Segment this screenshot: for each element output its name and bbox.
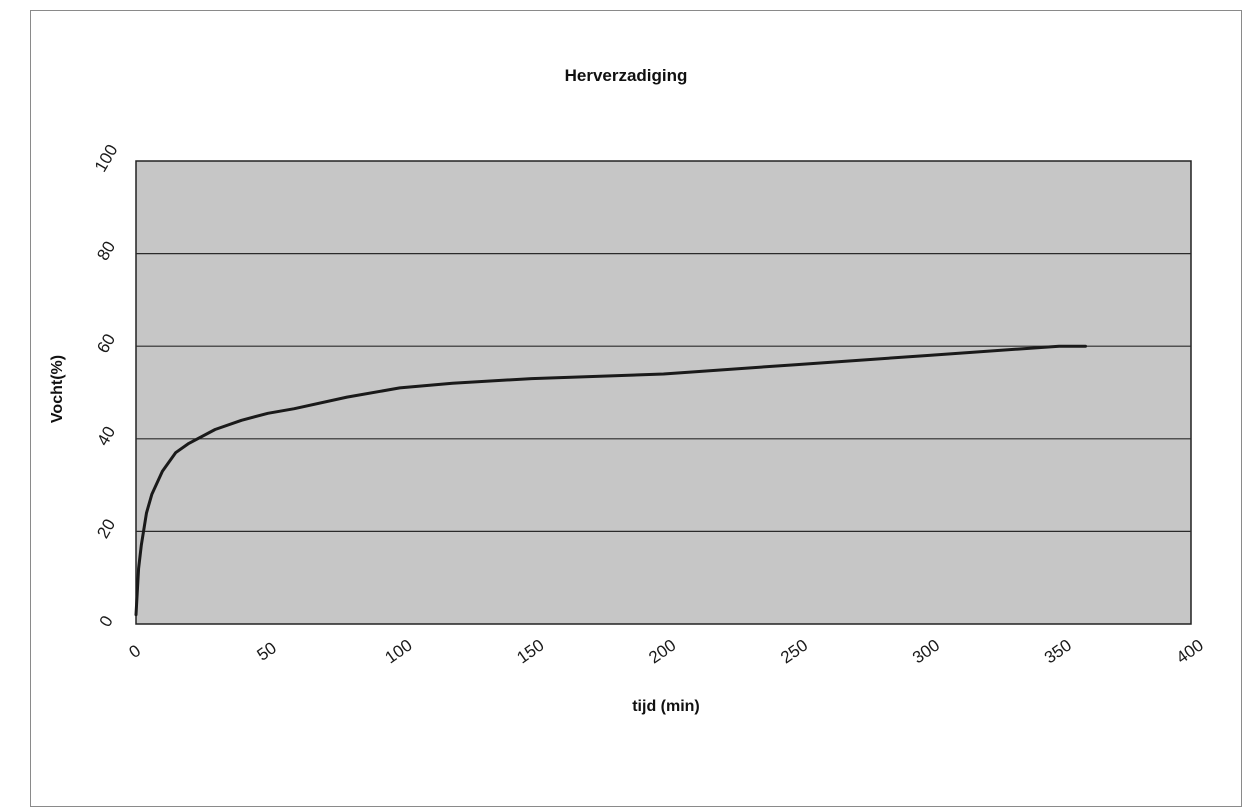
x-tick-label-2: 100 — [382, 636, 416, 668]
y-tick-label-1: 20 — [93, 516, 119, 542]
x-tick-label-0: 0 — [126, 641, 145, 662]
y-tick-label-4: 80 — [93, 238, 119, 264]
chart-frame: Herverzadiging 0 20 40 60 80 100 0 50 100 150 200 2… — [30, 10, 1242, 807]
chart-svg: Herverzadiging 0 20 40 60 80 100 0 50 100 150 200 2… — [49, 66, 1207, 715]
series-line-0 — [134, 344, 1087, 617]
x-axis-label: tijd (min) — [632, 698, 700, 715]
x-tick-label-3: 150 — [513, 636, 547, 668]
chart-title: Herverzadiging — [565, 66, 688, 85]
y-tick-label-5: 100 — [91, 141, 122, 175]
y-axis-label: Vocht(%) — [49, 355, 66, 423]
y-tick-label-2: 40 — [93, 423, 119, 449]
x-tick-label-1: 50 — [254, 638, 280, 664]
x-tick-label-7: 350 — [1041, 636, 1075, 668]
x-tick-label-8: 400 — [1173, 636, 1207, 668]
x-tick-label-4: 200 — [645, 636, 679, 668]
x-tick-label-6: 300 — [909, 636, 943, 668]
y-tick-label-3: 60 — [93, 331, 119, 357]
x-tick-label-5: 250 — [777, 636, 811, 668]
y-tick-label-0: 0 — [96, 612, 117, 630]
plot-area: 0 20 40 60 80 100 0 50 100 150 200 250 300 350 400 — [91, 141, 1207, 667]
plot-background — [135, 160, 1192, 625]
